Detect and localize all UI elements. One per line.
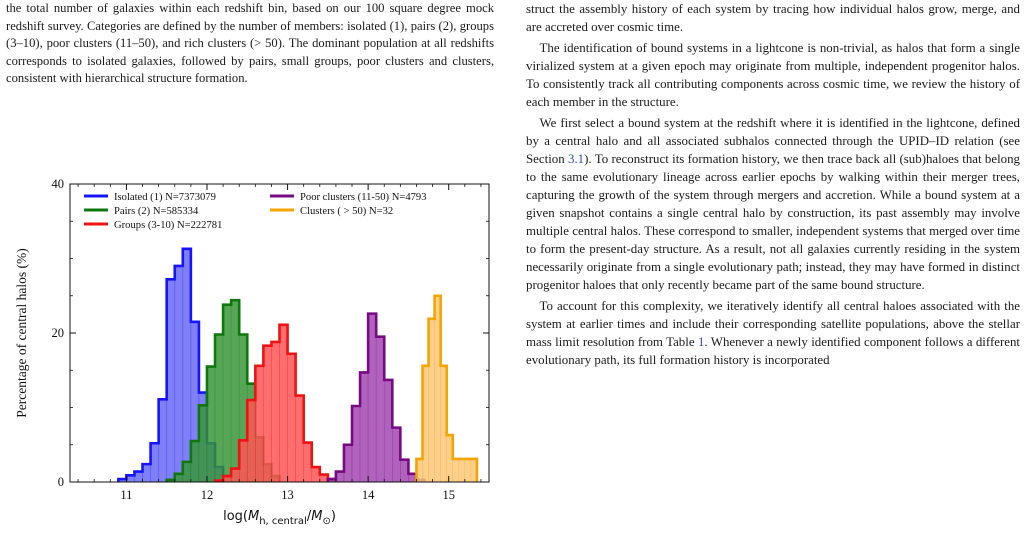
y-axis-label: Percentage of central halos (%) — [14, 248, 29, 417]
left-column: the total number of galaxies within each… — [6, 0, 494, 527]
y-tick-label: 20 — [52, 326, 65, 340]
x-tick-label: 15 — [442, 488, 455, 502]
figure-caption: the total number of galaxies within each… — [6, 1, 494, 86]
series-outline-4 — [415, 294, 479, 482]
histogram-bar — [464, 458, 472, 483]
histogram-figure: 11 12 13 14 15 0 20 40 Percentage of central hal… — [6, 170, 500, 553]
table-reference-link[interactable]: 1 — [697, 335, 705, 349]
x-tick-label: 11 — [120, 488, 132, 502]
legend-label: Groups (3-10) N=222781 — [114, 220, 222, 231]
paragraph-4-text-b: . Whenever a newly identified component … — [526, 335, 1021, 367]
paragraph-1: struct the assembly history of each syst… — [526, 2, 1020, 34]
paragraph-4-text-a: To account for this complexity, we itera… — [526, 299, 1020, 349]
paragraph-3-text-a: We first select a bound system at the re… — [526, 116, 1020, 166]
histogram-bar — [452, 458, 460, 483]
legend-label: Pairs (2) N=585334 — [114, 206, 199, 217]
y-tick-label: 40 — [52, 177, 65, 191]
paragraph-4: To account for this complexity, we itera… — [526, 297, 1020, 369]
x-tick-label: 14 — [362, 488, 375, 502]
series-outline-3 — [326, 312, 426, 482]
right-column: struct the assembly history of each syst… — [526, 0, 1020, 369]
legend-label: Poor clusters (11-50) N=4793 — [300, 192, 427, 203]
series-outline-2 — [213, 323, 338, 482]
section-reference-link[interactable]: 3.1 — [568, 152, 585, 166]
x-tick-label: 13 — [281, 488, 294, 502]
y-tick-label: 0 — [58, 475, 64, 489]
paragraph-3-text-b: ). To reconstruct its formation history,… — [526, 152, 1021, 292]
paragraph-2: The identification of bound systems in a… — [526, 41, 1020, 109]
histogram-bar — [458, 458, 466, 483]
x-tick-label: 12 — [201, 488, 214, 502]
histogram-chart: 11 12 13 14 15 0 20 40 Percentage of central hal… — [14, 177, 490, 527]
x-axis-label: log(Mh, central/M⊙) — [223, 509, 336, 527]
paragraph-3: We first select a bound system at the re… — [526, 114, 1020, 294]
histogram-bar — [174, 265, 184, 483]
legend-label: Clusters ( > 50) N=32 — [300, 206, 393, 217]
histogram-bar — [271, 341, 280, 483]
legend-label: Isolated (1) N=7373079 — [114, 192, 216, 203]
